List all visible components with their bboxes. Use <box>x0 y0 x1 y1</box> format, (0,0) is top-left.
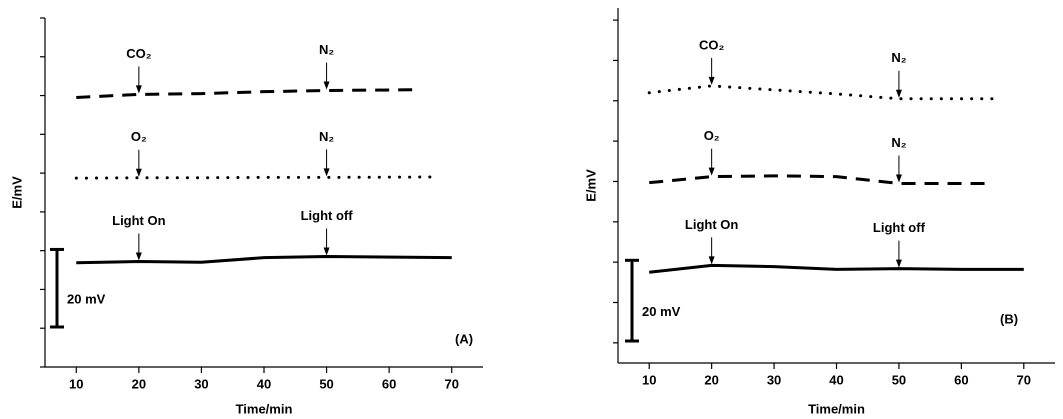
annotation: Light On <box>112 213 165 228</box>
x-tick-label: 70 <box>444 376 458 391</box>
x-tick-label: 20 <box>704 372 718 387</box>
annotation: Light off <box>873 220 926 235</box>
x-tick-label: 60 <box>382 376 396 391</box>
x-tick-label: 10 <box>642 372 656 387</box>
x-tick-label: 40 <box>257 376 271 391</box>
x-tick-label: 50 <box>319 376 333 391</box>
annotation: Light off <box>301 208 354 223</box>
series-line <box>649 263 1024 274</box>
y-axis-label: E/mV <box>583 169 598 202</box>
x-tick-label: 50 <box>892 372 906 387</box>
series-line <box>647 84 995 101</box>
series-line <box>76 254 452 265</box>
arrow-head <box>323 168 330 177</box>
x-tick-label: 70 <box>1017 372 1031 387</box>
arrow-head <box>708 76 715 85</box>
series-line <box>76 88 421 99</box>
arrow-head <box>895 259 902 268</box>
annotation: CO₂ <box>699 37 725 52</box>
arrow-head <box>135 168 142 177</box>
arrow-head <box>135 85 142 94</box>
panel-label: (A) <box>455 331 473 346</box>
series-line <box>649 174 993 185</box>
annotation: N₂ <box>319 129 334 144</box>
arrow-head <box>895 174 902 183</box>
annotation: N₂ <box>891 135 906 150</box>
arrow-head <box>708 256 715 265</box>
x-tick-label: 10 <box>69 376 83 391</box>
series-line <box>74 175 441 180</box>
x-tick-label: 40 <box>829 372 843 387</box>
annotation: N₂ <box>891 50 906 65</box>
annotation: Light On <box>685 217 738 232</box>
arrow-head <box>708 167 715 176</box>
scale-bar-label: 20 mV <box>67 292 106 307</box>
x-tick-label: 20 <box>132 376 146 391</box>
arrow-head <box>895 89 902 98</box>
annotation: O₂ <box>704 128 720 143</box>
annotation: CO₂ <box>126 46 152 61</box>
x-tick-label: 30 <box>767 372 781 387</box>
annotation: N₂ <box>319 42 334 57</box>
panel-label: (B) <box>1000 311 1018 326</box>
y-axis-label: E/mV <box>9 176 24 209</box>
arrow-head <box>323 81 330 90</box>
x-axis-label: Time/min <box>808 401 865 416</box>
x-tick-label: 30 <box>194 376 208 391</box>
arrow-head <box>323 247 330 256</box>
annotation: O₂ <box>131 129 147 144</box>
arrow-head <box>135 252 142 261</box>
x-axis-label: Time/min <box>236 401 293 416</box>
scale-bar-label: 20 mV <box>642 304 681 319</box>
x-tick-label: 60 <box>954 372 968 387</box>
